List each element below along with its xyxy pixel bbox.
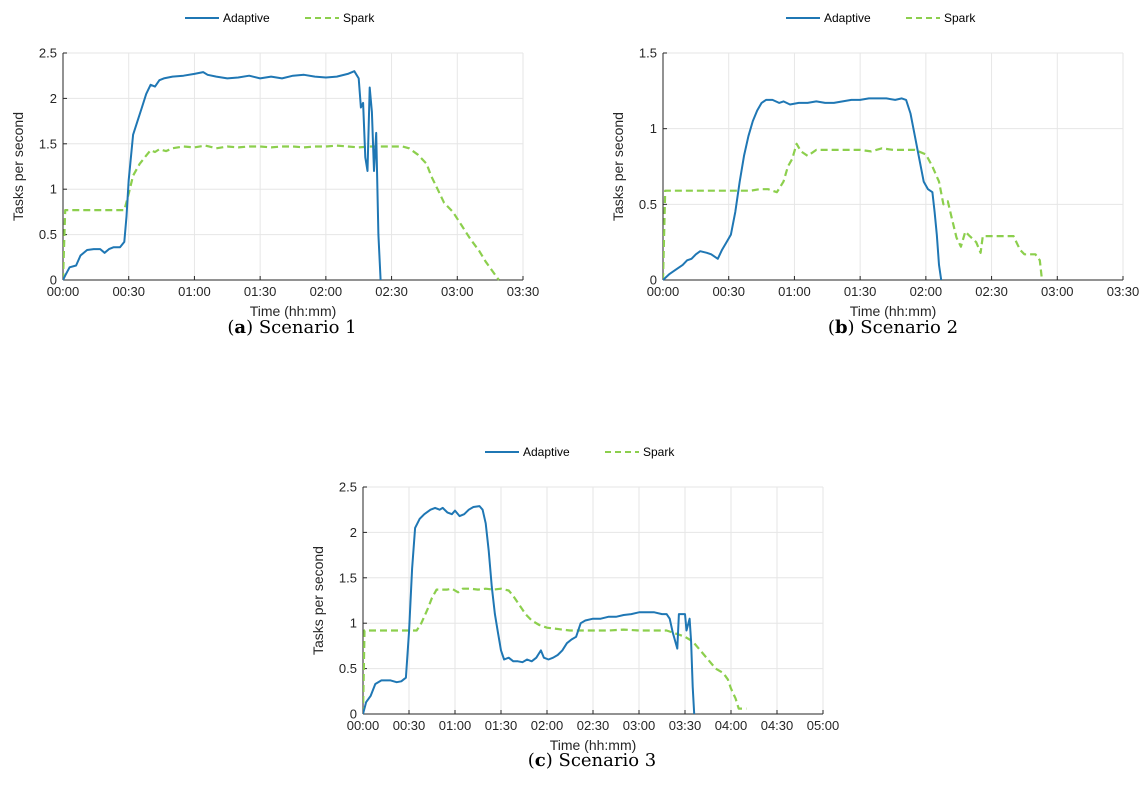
x-tick-label: 03:30 — [1107, 284, 1140, 299]
y-tick-label: 2.5 — [39, 46, 57, 61]
legend-label-adaptive: Adaptive — [523, 445, 570, 459]
y-tick-label: 1.5 — [39, 136, 57, 151]
x-tick-label: 01:00 — [439, 718, 472, 733]
panel-caption: (c) Scenario 3 — [527, 750, 657, 771]
y-tick-label: 0 — [50, 273, 57, 288]
series-line-adaptive — [663, 97, 943, 281]
x-tick-label: 03:30 — [507, 284, 540, 299]
x-tick-label: 03:00 — [441, 284, 474, 299]
y-tick-label: 0 — [650, 273, 657, 288]
x-tick-label: 02:00 — [910, 284, 943, 299]
x-tick-label: 02:30 — [577, 718, 610, 733]
x-tick-label: 01:00 — [778, 284, 811, 299]
x-tick-label: 01:30 — [244, 284, 277, 299]
x-tick-label: 01:30 — [844, 284, 877, 299]
x-tick-label: 02:30 — [975, 284, 1008, 299]
series-line-spark — [663, 142, 1044, 281]
legend-label-adaptive: Adaptive — [824, 11, 871, 25]
x-axis-title: Time (hh:mm) — [850, 303, 937, 319]
x-tick-label: 03:00 — [1041, 284, 1074, 299]
y-tick-label: 1.5 — [639, 46, 657, 61]
x-tick-label: 02:00 — [310, 284, 343, 299]
series-line-adaptive — [363, 505, 696, 715]
x-tick-label: 04:00 — [715, 718, 748, 733]
x-tick-label: 05:00 — [807, 718, 840, 733]
y-tick-label: 1 — [50, 182, 57, 197]
caption-text: Scenario 2 — [860, 317, 959, 338]
x-tick-label: 02:00 — [531, 718, 564, 733]
x-tick-label: 00:30 — [393, 718, 426, 733]
x-tick-label: 03:30 — [669, 718, 702, 733]
series-line-adaptive — [63, 70, 382, 281]
x-tick-label: 03:00 — [623, 718, 656, 733]
legend-label-spark: Spark — [343, 11, 375, 25]
legend-label-spark: Spark — [643, 445, 675, 459]
y-tick-label: 1 — [650, 121, 657, 136]
y-tick-label: 0.5 — [39, 227, 57, 242]
x-tick-label: 01:00 — [178, 284, 211, 299]
x-tick-label: 00:30 — [112, 284, 145, 299]
x-tick-label: 00:00 — [47, 284, 80, 299]
panel-caption: (b) Scenario 2 — [827, 317, 959, 338]
series-line-spark — [63, 144, 500, 281]
x-axis-title: Time (hh:mm) — [550, 737, 637, 753]
series-line-spark — [363, 587, 747, 715]
y-axis-title: Tasks per second — [10, 112, 26, 221]
legend-label-adaptive: Adaptive — [223, 11, 270, 25]
y-tick-label: 0.5 — [639, 197, 657, 212]
y-tick-label: 2 — [50, 91, 57, 106]
x-tick-label: 00:30 — [712, 284, 745, 299]
y-tick-label: 2.5 — [339, 480, 357, 495]
y-tick-label: 0 — [350, 707, 357, 722]
y-axis-title: Tasks per second — [310, 546, 326, 655]
x-tick-label: 00:00 — [647, 284, 680, 299]
y-tick-label: 0.5 — [339, 661, 357, 676]
legend: Adaptive Spark — [485, 445, 675, 459]
x-tick-label: 01:30 — [485, 718, 518, 733]
caption-letter: b — [834, 317, 848, 338]
x-tick-label: 04:30 — [761, 718, 794, 733]
plot-area — [63, 53, 523, 280]
gridlines — [362, 486, 824, 715]
y-axis-title: Tasks per second — [610, 112, 626, 221]
y-tick-label: 1 — [350, 616, 357, 631]
y-tick-label: 1.5 — [339, 570, 357, 585]
legend: Adaptive Spark — [786, 11, 976, 25]
caption-text: Scenario 3 — [558, 750, 657, 771]
legend-label-spark: Spark — [944, 11, 976, 25]
panel-caption: (a) Scenario 1 — [227, 317, 357, 338]
caption-letter: c — [534, 750, 546, 771]
x-tick-label: 02:30 — [375, 284, 408, 299]
y-tick-label: 2 — [350, 525, 357, 540]
plot-area — [663, 53, 1123, 280]
x-axis-title: Time (hh:mm) — [250, 303, 337, 319]
caption-text: Scenario 1 — [258, 317, 357, 338]
caption-letter: a — [234, 317, 247, 338]
x-tick-label: 00:00 — [347, 718, 380, 733]
legend: Adaptive Spark — [185, 11, 375, 25]
